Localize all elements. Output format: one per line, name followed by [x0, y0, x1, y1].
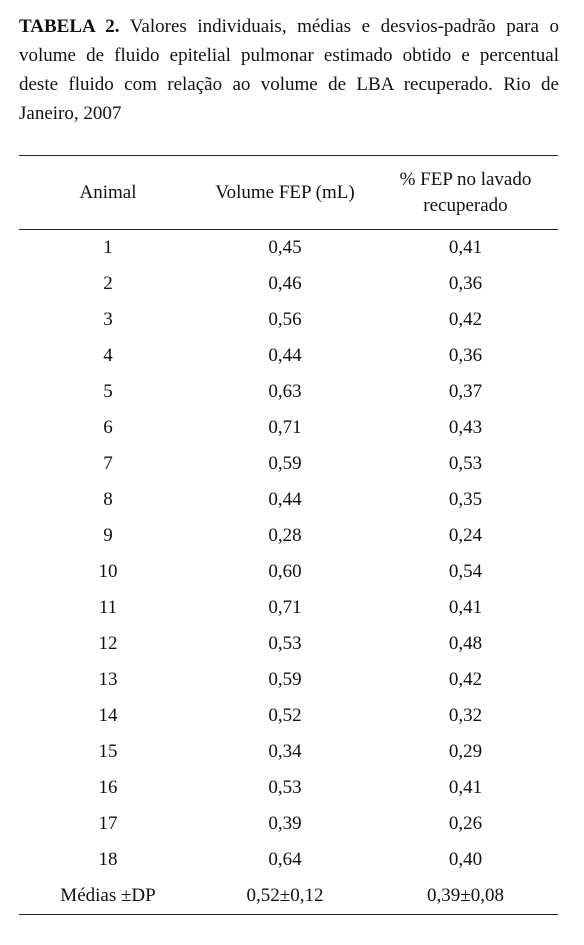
cell: 0,44	[268, 345, 302, 366]
data-row: 12 0,53 0,48	[19, 626, 558, 662]
cell: Médias ±DP	[60, 885, 156, 906]
cell: 1	[103, 237, 113, 258]
cell: 2	[103, 273, 113, 294]
cell: 16	[98, 777, 118, 798]
cell: 0,45	[268, 237, 302, 258]
cell: 0,71	[268, 417, 302, 438]
caption: TABELA 2. Valores individuais, médias e …	[19, 12, 559, 128]
cell: 17	[98, 813, 118, 834]
cell: 6	[103, 417, 113, 438]
cell: 7	[103, 453, 113, 474]
caption-text: Valores individuais, médias e desvios-pa…	[19, 16, 559, 124]
cell: 15	[98, 741, 118, 762]
cell: 0,53	[268, 777, 302, 798]
cell: 18	[98, 849, 118, 870]
cell: 0,52	[268, 705, 302, 726]
data-row: 2 0,46 0,36	[19, 266, 558, 302]
data-row: 10 0,60 0,54	[19, 554, 558, 590]
data-row: 6 0,71 0,43	[19, 410, 558, 446]
cell: 0,41	[448, 777, 483, 798]
data-row: 15 0,34 0,29	[19, 734, 558, 770]
cell: 0,37	[448, 381, 483, 402]
table-body: 1 0,45 0,41 2 0,46 0,36 3 0,56 0,42 4 0,44 0,36 5 0,6…	[19, 230, 558, 915]
cell: 9	[103, 525, 113, 546]
cell: 0,56	[268, 309, 302, 330]
data-row: 8 0,44 0,35	[19, 482, 558, 518]
header-row: Animal Volume FEP (mL) % FEP no lavado r…	[19, 155, 558, 230]
cell: 5	[103, 381, 113, 402]
cell: 0,29	[448, 741, 483, 762]
cell: 0,43	[448, 417, 483, 438]
cell: 8	[103, 489, 113, 510]
data-table: Animal Volume FEP (mL) % FEP no lavado r…	[19, 155, 558, 915]
header-cell: Animal	[19, 155, 197, 230]
cell: 0,64	[268, 849, 302, 870]
data-row: 1 0,45 0,41	[19, 230, 558, 267]
cell: 14	[98, 705, 118, 726]
cell: 0,35	[448, 489, 483, 510]
cell: 0,52±0,12	[246, 885, 324, 906]
cell: 0,54	[448, 561, 483, 582]
cell: 0,53	[268, 633, 302, 654]
data-row: 3 0,56 0,42	[19, 302, 558, 338]
cell: 12	[98, 633, 118, 654]
cell: 4	[103, 345, 113, 366]
cell: 0,39	[268, 813, 302, 834]
cell: 0,44	[268, 489, 302, 510]
cell: 0,28	[268, 525, 302, 546]
cell: 13	[98, 669, 118, 690]
data-row: 4 0,44 0,36	[19, 338, 558, 374]
cell: 0,24	[448, 525, 483, 546]
data-row: 18 0,64 0,40	[19, 842, 558, 878]
header-text: % FEP no lavado recuperado	[399, 168, 532, 216]
data-row: 7 0,59 0,53	[19, 446, 558, 482]
data-row: 5 0,63 0,37	[19, 374, 558, 410]
cell: 0,48	[448, 633, 483, 654]
cell: 0,41	[448, 597, 483, 618]
data-row: 14 0,52 0,32	[19, 698, 558, 734]
cell: 0,42	[448, 309, 483, 330]
cell: 0,32	[448, 705, 483, 726]
cell: 10	[98, 561, 118, 582]
cell: 0,63	[268, 381, 302, 402]
cell: 0,41	[448, 237, 483, 258]
caption-label: TABELA 2.	[19, 16, 120, 37]
cell: 0,46	[268, 273, 302, 294]
cell: 0,59	[268, 453, 302, 474]
cell: 0,53	[448, 453, 483, 474]
cell: 0,26	[448, 813, 483, 834]
cell: 0,36	[448, 273, 483, 294]
header-cell: % FEP no lavado recuperado	[373, 155, 558, 230]
cell: 11	[98, 597, 118, 618]
cell: 0,42	[448, 669, 483, 690]
footer-row: Médias ±DP 0,52±0,12 0,39±0,08	[19, 878, 558, 915]
cell: 0,39±0,08	[427, 885, 504, 906]
cell: 0,34	[268, 741, 302, 762]
header-cell: Volume FEP (mL)	[197, 155, 373, 230]
data-row: 11 0,71 0,41	[19, 590, 558, 626]
cell: 0,71	[268, 597, 302, 618]
cell: 3	[103, 309, 113, 330]
data-row: 17 0,39 0,26	[19, 806, 558, 842]
cell: 0,59	[268, 669, 302, 690]
data-row: 13 0,59 0,42	[19, 662, 558, 698]
data-row: 16 0,53 0,41	[19, 770, 558, 806]
cell: 0,36	[448, 345, 483, 366]
data-row: 9 0,28 0,24	[19, 518, 558, 554]
cell: 0,60	[268, 561, 302, 582]
cell: 0,40	[448, 849, 483, 870]
